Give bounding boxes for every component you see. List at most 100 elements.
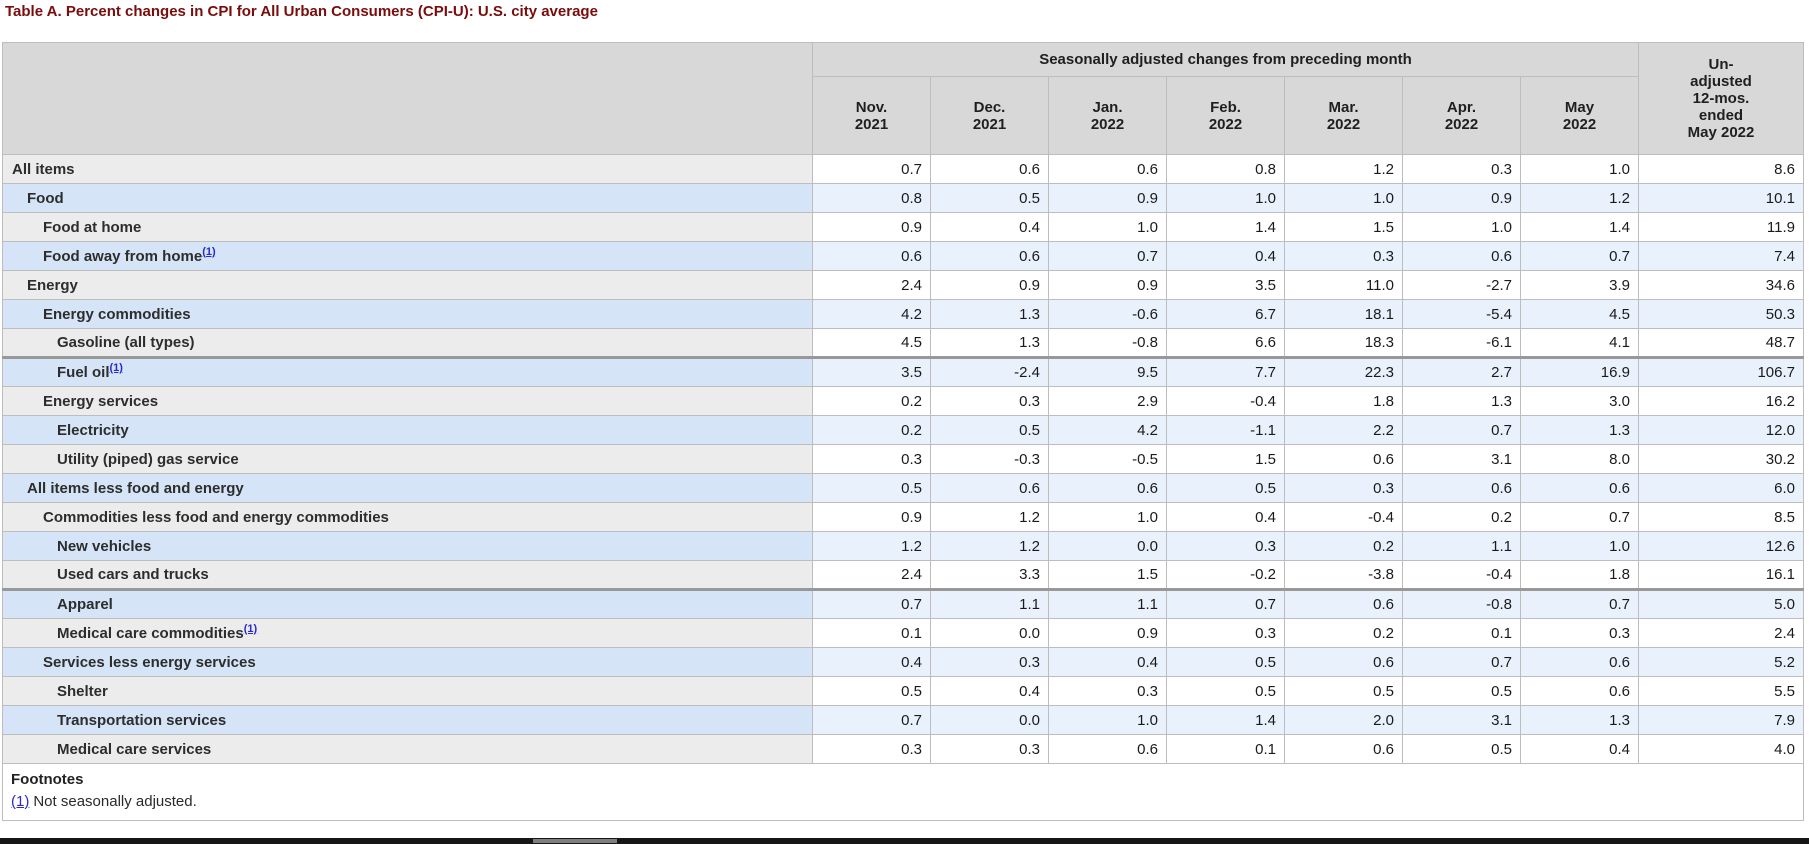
footnote-1-link[interactable]: (1) bbox=[11, 793, 30, 810]
table-row: Food at home 0.9 0.4 1.0 1.4 1.5 1.0 1.4 11.9 bbox=[2, 212, 1804, 242]
value-cell: 0.3 bbox=[930, 734, 1049, 764]
month-header-2: Jan. 2022 bbox=[1048, 76, 1167, 155]
row-label-cell: Gasoline (all types) bbox=[2, 328, 813, 358]
table-row: Energy 2.4 0.9 0.9 3.5 11.0 -2.7 3.9 34.6 bbox=[2, 270, 1804, 300]
row-label-cell: Energy commodities bbox=[2, 299, 813, 329]
row-label: Shelter bbox=[57, 682, 108, 700]
scrollbar-thumb[interactable] bbox=[533, 839, 617, 843]
table-row: Food away from home(1) 0.6 0.6 0.7 0.4 0.3 0.6… bbox=[2, 241, 1804, 271]
footnote-marker: (1) bbox=[202, 246, 215, 258]
value-cell: -0.5 bbox=[1048, 444, 1167, 474]
value-cell: 0.6 bbox=[1284, 734, 1403, 764]
value-cell: 0.6 bbox=[1520, 676, 1639, 706]
value-cell: -2.7 bbox=[1402, 270, 1521, 300]
value-cell: 1.3 bbox=[1520, 705, 1639, 735]
table-row: New vehicles 1.2 1.2 0.0 0.3 0.2 1.1 1.0 12.6 bbox=[2, 531, 1804, 561]
value-cell: 6.6 bbox=[1166, 328, 1285, 358]
value-cell: 7.7 bbox=[1166, 356, 1285, 387]
yoy-value-cell: 11.9 bbox=[1638, 212, 1804, 242]
value-cell: 0.3 bbox=[1166, 618, 1285, 648]
row-label: All items bbox=[12, 160, 75, 178]
value-cell: 1.1 bbox=[930, 588, 1049, 619]
yoy-value-cell: 8.5 bbox=[1638, 502, 1804, 532]
yoy-value-cell: 8.6 bbox=[1638, 154, 1804, 184]
table-body: All items 0.7 0.6 0.6 0.8 1.2 0.3 1.0 8.6 Food 0.8… bbox=[2, 154, 1804, 764]
value-cell: 1.1 bbox=[1048, 588, 1167, 619]
value-cell: 9.5 bbox=[1048, 356, 1167, 387]
value-cell: 0.3 bbox=[930, 647, 1049, 677]
value-cell: 0.3 bbox=[930, 386, 1049, 416]
value-cell: 0.5 bbox=[1284, 676, 1403, 706]
value-cell: 0.6 bbox=[812, 241, 931, 271]
value-cell: 0.4 bbox=[930, 676, 1049, 706]
value-cell: 1.0 bbox=[1402, 212, 1521, 242]
yoy-value-cell: 48.7 bbox=[1638, 328, 1804, 358]
yoy-value-cell: 7.4 bbox=[1638, 241, 1804, 271]
value-cell: 18.1 bbox=[1284, 299, 1403, 329]
horizontal-scrollbar[interactable] bbox=[0, 838, 1809, 844]
yoy-value-cell: 30.2 bbox=[1638, 444, 1804, 474]
yoy-value-cell: 34.6 bbox=[1638, 270, 1804, 300]
value-cell: 4.5 bbox=[812, 328, 931, 358]
value-cell: 0.7 bbox=[1048, 241, 1167, 271]
value-cell: 0.5 bbox=[1166, 473, 1285, 503]
table-row: Commodities less food and energy commodi… bbox=[2, 502, 1804, 532]
value-cell: 3.1 bbox=[1402, 705, 1521, 735]
row-label-cell: Medical care commodities(1) bbox=[2, 618, 813, 648]
value-cell: 0.4 bbox=[1048, 647, 1167, 677]
value-cell: 4.2 bbox=[1048, 415, 1167, 445]
footnotes-row: Footnotes (1) Not seasonally adjusted. bbox=[2, 763, 1804, 821]
value-cell: 2.4 bbox=[812, 560, 931, 590]
row-label-cell: Food away from home(1) bbox=[2, 241, 813, 271]
value-cell: 0.8 bbox=[1166, 154, 1285, 184]
value-cell: 0.2 bbox=[812, 386, 931, 416]
table-row: Shelter 0.5 0.4 0.3 0.5 0.5 0.5 0.6 5.5 bbox=[2, 676, 1804, 706]
row-label-cell: Apparel bbox=[2, 588, 813, 619]
row-label-cell: Services less energy services bbox=[2, 647, 813, 677]
value-cell: 0.2 bbox=[1284, 531, 1403, 561]
table-row: Energy services 0.2 0.3 2.9 -0.4 1.8 1.3 3.0 16.… bbox=[2, 386, 1804, 416]
value-cell: 0.7 bbox=[1520, 241, 1639, 271]
value-cell: 0.4 bbox=[930, 212, 1049, 242]
value-cell: 1.0 bbox=[1048, 705, 1167, 735]
table-row: Used cars and trucks 2.4 3.3 1.5 -0.2 -3.8 -0.… bbox=[2, 560, 1804, 590]
value-cell: 1.5 bbox=[1048, 560, 1167, 590]
footnote-marker-link[interactable]: (1) bbox=[243, 622, 258, 635]
month-header-row: Nov. 2021 Dec. 2021 Jan. 2022 Feb. 2022 Mar.… bbox=[3, 76, 1804, 155]
value-cell: 0.5 bbox=[1402, 734, 1521, 764]
value-cell: 0.2 bbox=[1284, 618, 1403, 648]
footnote-marker-link[interactable]: (1) bbox=[109, 362, 123, 374]
row-label: Medical care commodities bbox=[57, 624, 244, 642]
value-cell: 0.2 bbox=[1402, 502, 1521, 532]
value-cell: 1.5 bbox=[1166, 444, 1285, 474]
yoy-value-cell: 12.6 bbox=[1638, 531, 1804, 561]
value-cell: 0.3 bbox=[812, 444, 931, 474]
value-cell: 1.2 bbox=[1284, 154, 1403, 184]
table-row: Utility (piped) gas service 0.3 -0.3 -0.5 1.… bbox=[2, 444, 1804, 474]
row-label: Fuel oil bbox=[57, 364, 110, 381]
value-cell: 0.9 bbox=[1048, 618, 1167, 648]
footnote-marker-link[interactable]: (1) bbox=[202, 245, 216, 258]
value-cell: 0.6 bbox=[1048, 473, 1167, 503]
row-label: Commodities less food and energy commodi… bbox=[43, 508, 389, 526]
value-cell: 0.6 bbox=[1284, 444, 1403, 474]
value-cell: 3.3 bbox=[930, 560, 1049, 590]
value-cell: 1.0 bbox=[1284, 183, 1403, 213]
value-cell: 3.1 bbox=[1402, 444, 1521, 474]
yoy-value-cell: 50.3 bbox=[1638, 299, 1804, 329]
value-cell: 0.6 bbox=[1048, 154, 1167, 184]
value-cell: 0.4 bbox=[1166, 502, 1285, 532]
value-cell: 1.4 bbox=[1520, 212, 1639, 242]
value-cell: 1.8 bbox=[1284, 386, 1403, 416]
row-label-cell: Utility (piped) gas service bbox=[2, 444, 813, 474]
value-cell: 2.0 bbox=[1284, 705, 1403, 735]
value-cell: 0.4 bbox=[812, 647, 931, 677]
row-label: Energy services bbox=[43, 392, 159, 410]
yoy-value-cell: 16.2 bbox=[1638, 386, 1804, 416]
table-row: Transportation services 0.7 0.0 1.0 1.4 2.0 3.… bbox=[2, 705, 1804, 735]
row-label-cell: Energy services bbox=[2, 386, 813, 416]
value-cell: 0.6 bbox=[1048, 734, 1167, 764]
yoy-value-cell: 4.0 bbox=[1638, 734, 1804, 764]
value-cell: -6.1 bbox=[1402, 328, 1521, 358]
value-cell: 0.7 bbox=[1402, 647, 1521, 677]
